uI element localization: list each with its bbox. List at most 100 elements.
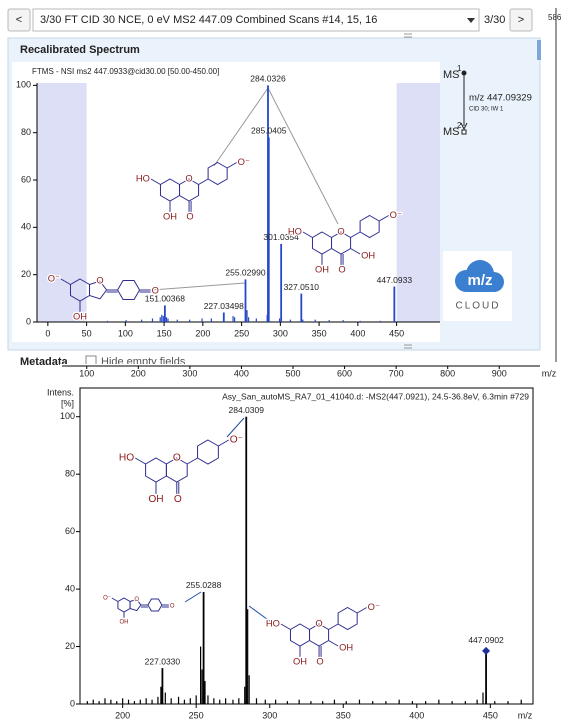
bond	[134, 457, 146, 465]
mzcloud-logo[interactable]: m/z CLOUD	[443, 251, 512, 321]
atom-label: OH	[361, 250, 375, 260]
atom-label: O	[96, 276, 103, 286]
peak	[219, 699, 221, 704]
peak	[246, 310, 248, 322]
peak	[200, 646, 202, 704]
peak	[358, 699, 361, 704]
precursor-label: m/z 447.09329	[469, 93, 532, 104]
bond	[198, 178, 209, 185]
scan-dropdown[interactable]	[32, 8, 480, 32]
peak	[232, 699, 234, 704]
x-tick-label: 0	[45, 328, 50, 338]
peak	[342, 320, 344, 322]
peak	[160, 686, 162, 704]
x-tick-label: 700	[389, 368, 404, 378]
x-tick-label: 200	[131, 368, 146, 378]
x-tick-label: 300	[262, 710, 277, 720]
y-tick-label: 100	[16, 80, 31, 90]
y-axis-label: [%]	[61, 398, 74, 408]
peak	[244, 686, 246, 704]
atom-label: O	[174, 494, 182, 505]
peak	[162, 316, 164, 322]
y-tick-label: 20	[21, 269, 31, 279]
peak	[163, 305, 166, 322]
ms2-label: MS	[443, 126, 460, 138]
peak	[245, 416, 248, 704]
peak	[164, 692, 166, 704]
y-tick-label: 0	[26, 316, 31, 326]
peak	[289, 319, 292, 322]
plot-frame	[79, 387, 534, 705]
chart-title: Asy_San_autoMS_RA7_01_41040.d: -MS2(447.…	[222, 391, 529, 401]
peak	[438, 699, 440, 704]
dropdown-arrow[interactable]	[467, 18, 475, 23]
atom-label: O⁻	[230, 435, 243, 446]
logo-cloud[interactable]	[463, 279, 496, 292]
peak	[159, 317, 161, 322]
annotation-line	[248, 605, 272, 623]
x-tick-label: 100	[118, 328, 133, 338]
peak	[507, 701, 509, 704]
peak	[451, 701, 453, 704]
bond	[328, 640, 339, 647]
peak	[298, 699, 300, 704]
peak	[161, 314, 163, 322]
x-tick-label: 100	[79, 368, 94, 378]
y-tick-label: 60	[21, 174, 31, 184]
logo-name[interactable]: CLOUD	[455, 301, 500, 312]
scan-select-text[interactable]: 3/30 FT CID 30 NCE, 0 eV MS2 447.09 Comb…	[40, 14, 377, 26]
peak	[133, 701, 136, 704]
activation-label: CID 30; IW 1	[469, 107, 504, 113]
peak	[127, 699, 130, 704]
logo-mz[interactable]: m/z	[467, 272, 492, 289]
peak	[201, 318, 203, 322]
atom-label: O	[186, 211, 193, 221]
section-title: Recalibrated Spectrum	[20, 44, 140, 56]
peak	[275, 699, 277, 704]
peak	[213, 698, 215, 704]
peak	[201, 669, 203, 704]
peak	[207, 695, 209, 704]
peak	[157, 696, 159, 704]
x-axis-label: m/z	[542, 368, 557, 378]
peak	[255, 698, 258, 704]
tree-node[interactable]	[461, 129, 467, 135]
peak	[247, 317, 250, 322]
next-button[interactable]	[509, 8, 533, 32]
y-tick-label: 80	[65, 469, 75, 479]
x-tick-label: 250	[234, 328, 249, 338]
peak	[278, 318, 281, 322]
peak	[183, 699, 186, 704]
next-label[interactable]: >	[518, 14, 524, 26]
peak	[106, 320, 109, 322]
peak	[248, 675, 250, 704]
structure	[302, 214, 389, 265]
peak	[210, 318, 212, 322]
prev-label[interactable]: <	[16, 14, 22, 26]
peak	[161, 668, 164, 704]
peak-label: 255.0288	[186, 580, 222, 590]
chart-title: FTMS - NSI ms2 447.0933@cid30.00 [50.00-…	[32, 67, 219, 76]
y-tick-label: 80	[21, 127, 31, 137]
peak	[176, 319, 178, 322]
peak	[165, 317, 168, 322]
x-tick-label: 600	[337, 368, 352, 378]
peak-label: 227.0330	[145, 656, 181, 666]
peak	[92, 699, 94, 704]
peak	[244, 279, 247, 322]
structure	[150, 161, 237, 212]
peak	[411, 701, 413, 704]
x-tick-label: 400	[234, 368, 249, 378]
peak	[310, 701, 312, 704]
peak-label: 284.0326	[250, 74, 286, 84]
ms1-label: MS	[443, 69, 460, 81]
peak	[167, 318, 169, 322]
atom-label: O	[170, 604, 175, 610]
y-tick-label: 60	[65, 526, 75, 536]
peak	[222, 312, 225, 322]
y-tick-label: 40	[65, 583, 75, 593]
prev-button[interactable]	[7, 8, 31, 32]
ring	[89, 280, 108, 300]
panel-scroll[interactable]	[537, 40, 541, 60]
